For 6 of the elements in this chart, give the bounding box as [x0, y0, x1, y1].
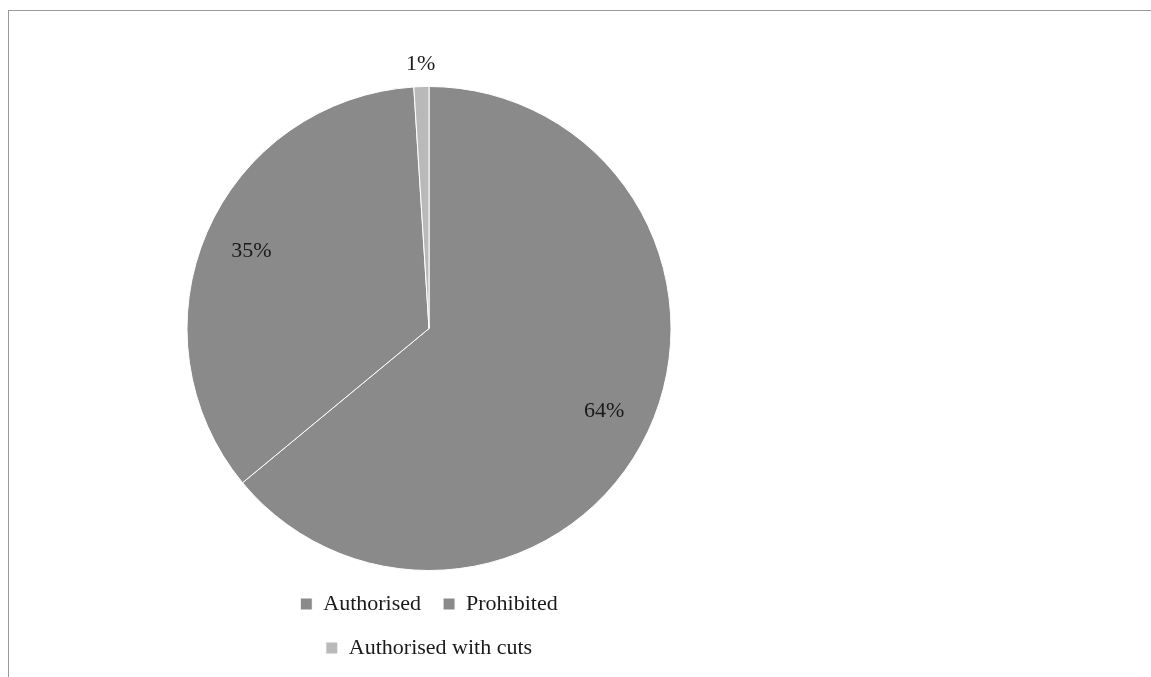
data-label: 35%	[231, 237, 272, 263]
legend-label: Authorised	[323, 589, 422, 615]
legend-label: Prohibited	[466, 589, 558, 615]
legend-label: Authorised with cuts	[348, 633, 533, 659]
data-label: 64%	[584, 396, 625, 422]
data-label: 1%	[406, 50, 436, 76]
